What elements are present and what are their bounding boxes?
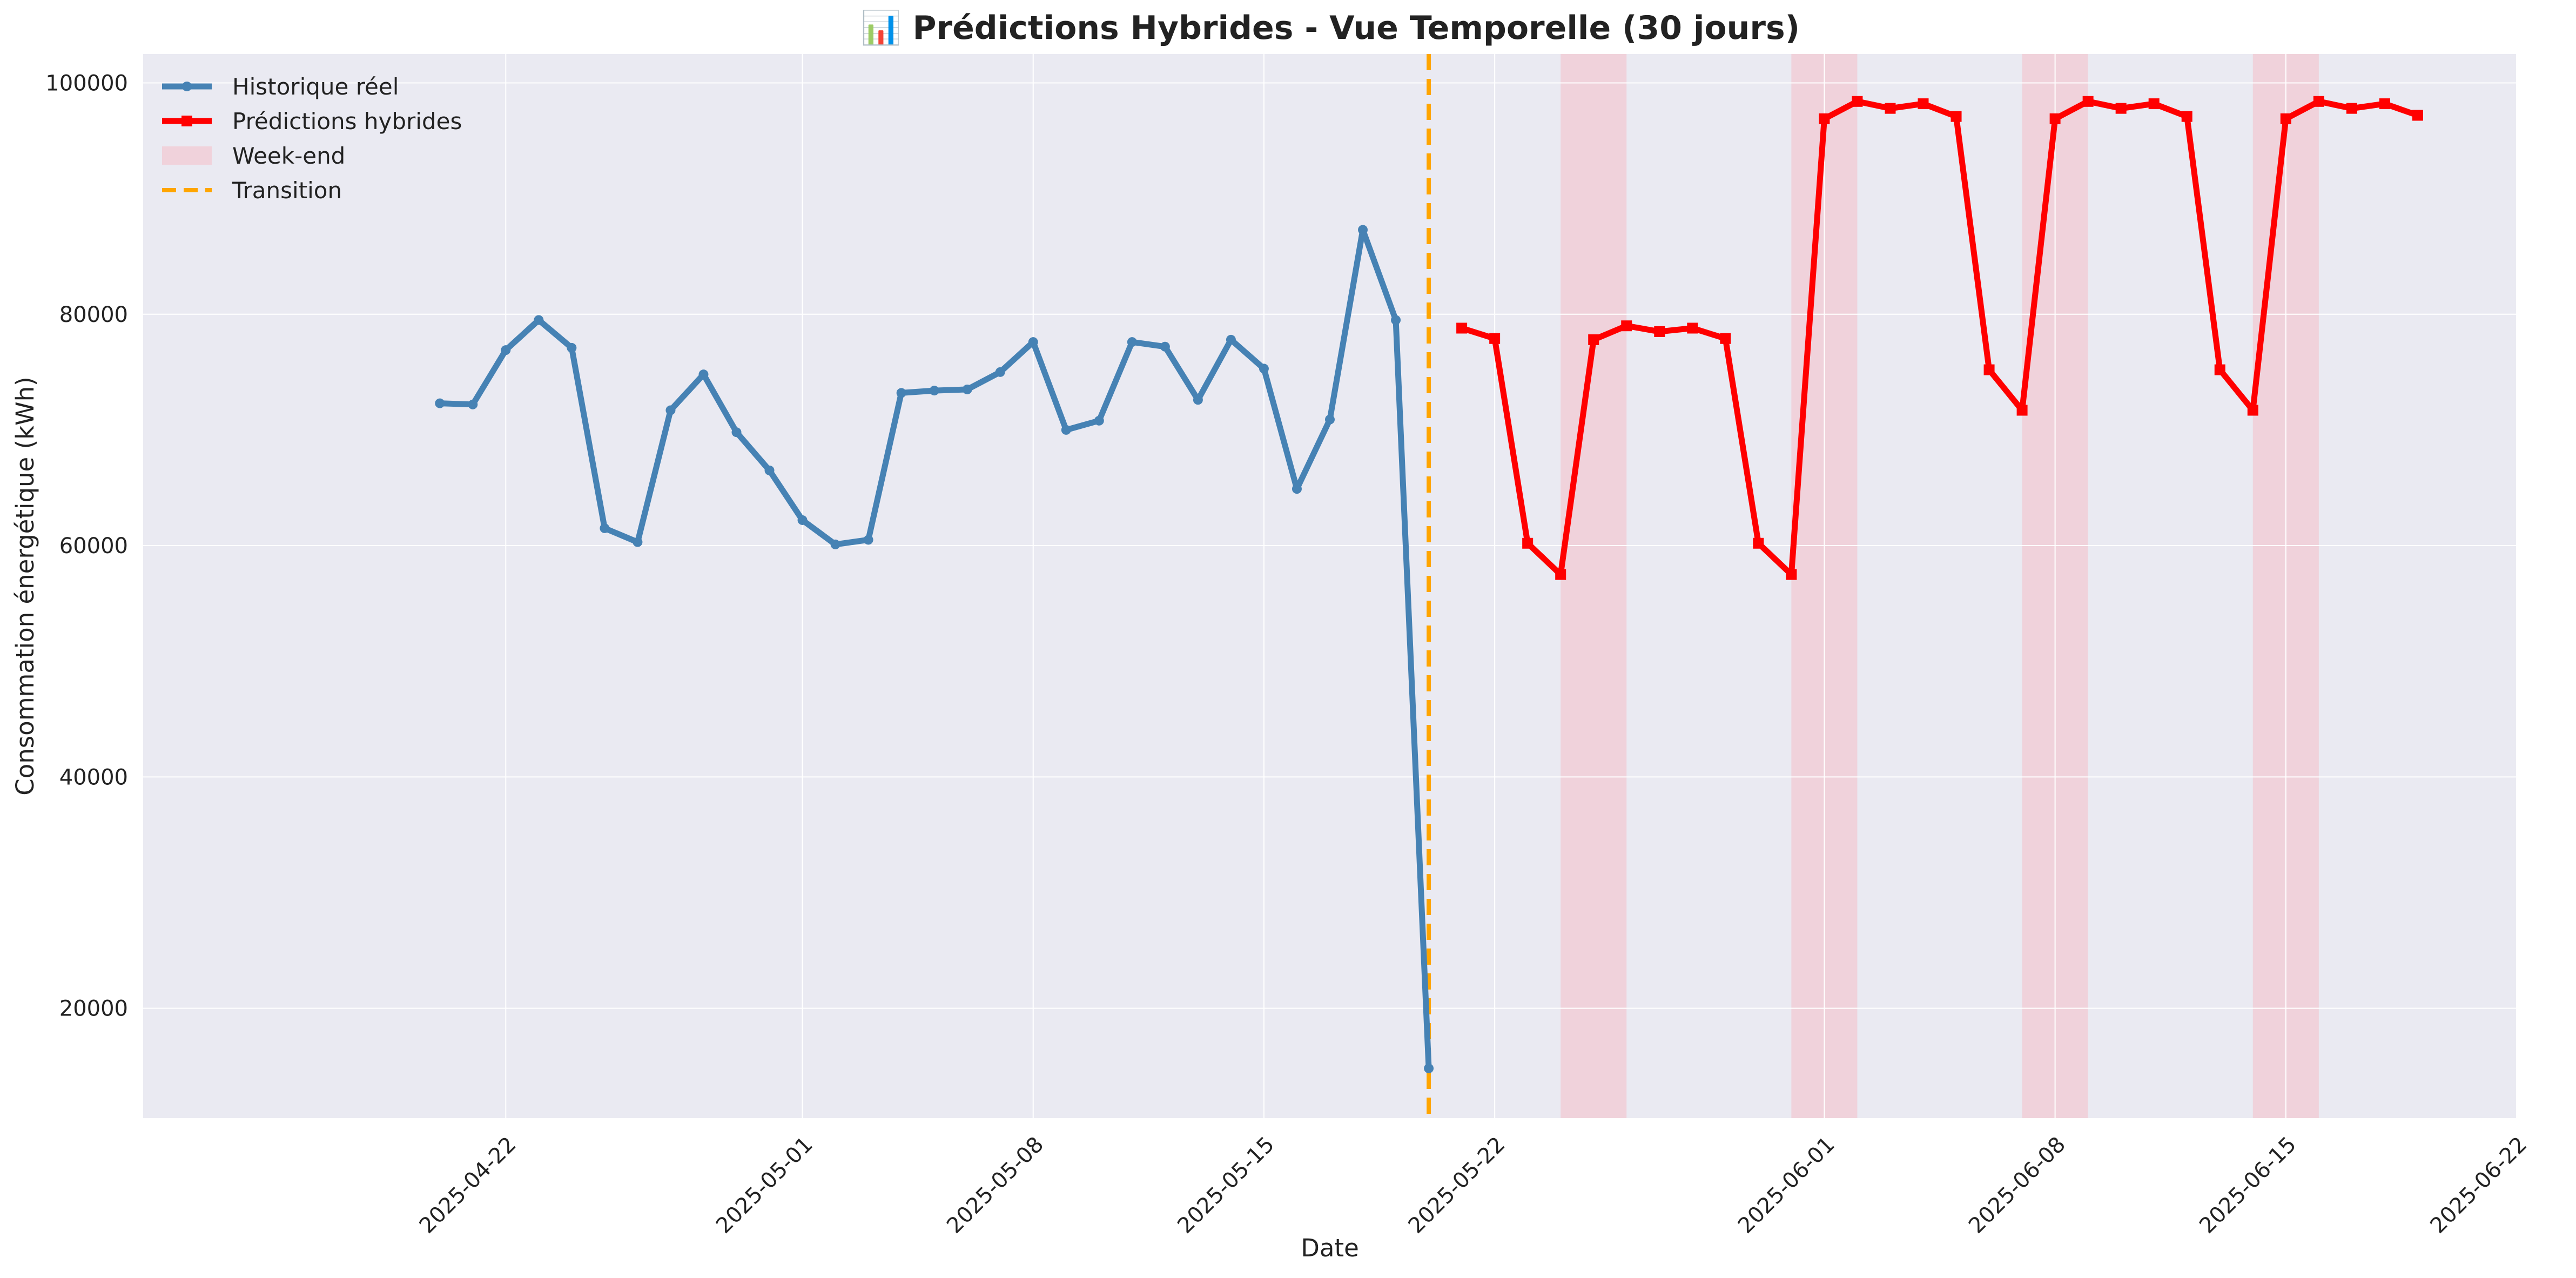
y-tick-label: 80000 <box>59 302 128 327</box>
series-2-point <box>2280 113 2291 124</box>
series-1-point <box>1325 414 1335 425</box>
series-1-point <box>1160 341 1170 352</box>
series-2-point <box>2379 98 2390 110</box>
series-1-point <box>1391 315 1401 325</box>
series-1-point <box>665 405 676 415</box>
series-2-point <box>2247 405 2258 416</box>
series-1-point <box>929 386 939 396</box>
series-1-point <box>1094 415 1104 426</box>
series-2-point <box>2148 98 2160 110</box>
series-2-point <box>1654 326 1665 337</box>
legend-item-1: Historique réel <box>162 73 399 100</box>
series-1-point <box>731 427 742 438</box>
series-1-point <box>501 345 511 355</box>
x-tick-label: 2025-06-15 <box>2195 1132 2301 1239</box>
series-1-point <box>830 539 840 549</box>
y-tick-label: 40000 <box>59 765 128 790</box>
legend-label: Transition <box>232 177 342 204</box>
series-1-point <box>896 388 906 398</box>
y-tick-label: 60000 <box>59 534 128 559</box>
series-2-point <box>2049 113 2061 124</box>
legend-swatch <box>162 146 212 165</box>
series-1-point <box>764 465 775 475</box>
y-tick-labels: 20000 40000 60000 80000 100000 <box>45 71 128 1021</box>
series-2-point <box>1983 364 1995 375</box>
series-1-point <box>797 515 808 525</box>
series-1-point <box>1127 337 1137 347</box>
series-1-point <box>1193 395 1203 405</box>
series-2-point <box>2082 96 2094 107</box>
series-1-point <box>863 535 873 545</box>
series-2-point <box>2214 364 2225 375</box>
series-1-point <box>1226 334 1236 345</box>
x-tick-label: 2025-06-01 <box>1733 1132 1840 1239</box>
weekend-band-1 <box>1561 54 1627 1118</box>
series-line-2 <box>1458 98 2421 578</box>
series-1-point <box>435 398 445 408</box>
series-lines <box>435 96 2423 1073</box>
series-2-point <box>1819 113 1830 124</box>
x-tick-label: 2025-05-22 <box>1404 1132 1510 1239</box>
series-2-point <box>1522 537 1534 549</box>
plot-area <box>143 54 2517 1118</box>
series-1-point <box>962 384 972 394</box>
legend: Historique réel Prédictions hybrides Week-… <box>162 73 462 204</box>
x-tick-label: 2025-06-22 <box>2425 1132 2532 1239</box>
series-2-point <box>1555 569 1566 580</box>
x-axis-label: Date <box>1301 1234 1359 1262</box>
series-1-point <box>995 367 1005 377</box>
series-2-point <box>1918 98 1929 110</box>
series-1-point <box>468 399 478 409</box>
series-2-point <box>1786 569 1797 580</box>
series-2-point <box>1456 322 1468 334</box>
legend-label: Historique réel <box>232 73 399 100</box>
legend-item-3: Week-end <box>162 143 345 169</box>
series-2-point <box>2346 103 2357 114</box>
series-1-point <box>1424 1063 1434 1073</box>
x-tick-label: 2025-04-22 <box>415 1132 521 1239</box>
series-1-point <box>1292 484 1302 494</box>
grid-lines <box>143 54 2517 1118</box>
series-2-point <box>2016 405 2028 416</box>
series-1-point <box>698 369 709 380</box>
x-tick-label: 2025-05-01 <box>711 1132 818 1239</box>
series-2-point <box>2181 111 2192 122</box>
series-2-point <box>2115 103 2127 114</box>
series-1-point <box>633 537 643 547</box>
series-2-point <box>1852 96 1863 107</box>
series-1-point <box>534 315 544 325</box>
series-2-point <box>2313 96 2324 107</box>
y-tick-label: 100000 <box>45 71 128 96</box>
series-1-point <box>567 342 577 353</box>
legend-label: Prédictions hybrides <box>232 108 462 134</box>
legend-label: Week-end <box>232 143 345 169</box>
series-2-point <box>1687 322 1698 334</box>
series-2-point <box>1951 111 1962 122</box>
series-1-point <box>600 523 610 533</box>
series-1-point <box>1358 225 1368 235</box>
x-tick-label: 2025-05-08 <box>942 1132 1048 1239</box>
series-1-point <box>1061 425 1071 435</box>
x-tick-labels: 2025-04-22 2025-05-01 2025-05-08 2025-05-15… <box>415 1132 2532 1239</box>
series-2-point <box>1720 333 1731 344</box>
y-tick-label: 20000 <box>59 997 128 1021</box>
series-1-point <box>1028 337 1038 347</box>
x-tick-label: 2025-06-08 <box>1964 1132 2070 1239</box>
series-2-point <box>1753 537 1764 549</box>
legend-marker <box>181 116 192 126</box>
legend-item-4: Transition <box>162 177 342 204</box>
series-2-point <box>1489 333 1501 344</box>
x-tick-label: 2025-05-15 <box>1173 1132 1279 1239</box>
series-2-point <box>1588 334 1599 345</box>
series-2-point <box>1885 103 1896 114</box>
series-2-point <box>1621 320 1632 332</box>
series-1-point <box>1259 364 1269 374</box>
series-2-point <box>2412 110 2423 121</box>
chart-title: 📊 Prédictions Hybrides - Vue Temporelle … <box>861 9 1800 47</box>
legend-item-2: Prédictions hybrides <box>162 108 462 134</box>
legend-marker <box>182 82 192 91</box>
y-axis-label: Consommation énergétique (kWh) <box>11 376 39 795</box>
